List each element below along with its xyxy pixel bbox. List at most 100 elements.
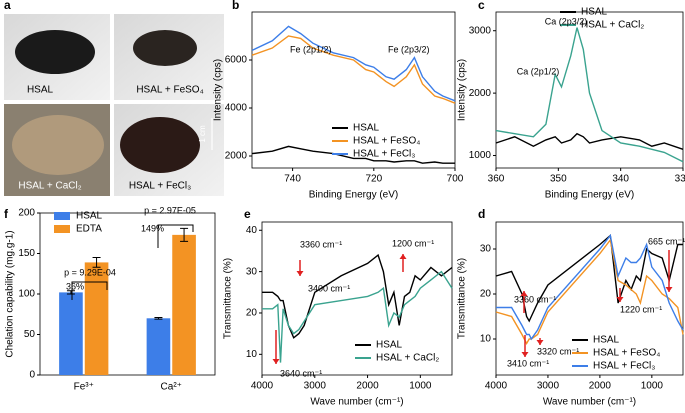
x-axis-label: Wave number (cm⁻¹) [543,397,636,408]
panel-label: c [478,0,485,12]
bar [172,234,196,375]
plot-frame [495,221,684,376]
panel-label: a [4,0,11,12]
sample [12,115,104,175]
x-axis-label: Wave number (cm⁻¹) [310,397,403,408]
annotation: 3360 cm⁻¹ [514,294,556,304]
bracket [71,224,194,300]
legend-label: HSAL [581,7,608,18]
x-tick-label: 330 [675,174,685,185]
y-tick-label: 1000 [469,150,492,161]
annotation: 3320 cm⁻¹ [537,346,579,356]
x-tick-label: 2000 [356,381,379,392]
y-tick-label: 30 [480,244,492,255]
x-tick-label: 4000 [251,381,274,392]
y-tick-label: 10 [480,334,492,345]
y-tick-label: 3000 [469,25,492,36]
y-axis-label: Chelation capability (mg.g-1) [5,230,16,357]
photo-caption: HSAL + FeCl₃ [129,181,191,192]
arrow-head [520,291,528,296]
y-axis-label: Transmittance (%) [223,258,234,339]
x-tick-label: 1000 [409,381,432,392]
photo-caption: HSAL + FeSO₄ [136,85,203,96]
y-tick-label: 50 [24,329,36,340]
y-tick-label: 6000 [225,55,248,66]
line [251,145,455,164]
plot-frame [495,11,684,169]
line [495,234,683,323]
x-tick-label: 3000 [304,381,327,392]
annotation: 36% [66,281,84,291]
plot-frame [251,11,456,169]
y-tick-label: 20 [246,308,258,319]
y-tick-label: 40 [246,225,258,236]
sample [15,30,95,74]
x-tick-label: 2000 [589,381,612,392]
y-tick-label: 2000 [225,151,248,162]
sample [120,117,200,173]
x-tick-label: 3000 [537,381,560,392]
annotation: 3360 cm⁻¹ [300,239,342,249]
annotation: 665 cm⁻¹ [648,236,685,246]
legend-swatch [54,212,70,220]
x-tick-label: Ca²⁺ [161,382,182,393]
x-tick-label: 1000 [641,381,664,392]
panel-label: b [232,0,239,12]
error-bar [180,227,189,242]
photo-panel: a HSAL HSAL + FeSO₄ HSAL + CaCl₂ HSAL + … [4,0,224,196]
line [495,27,684,163]
y-tick-label: 2000 [469,88,492,99]
arrow-head [616,297,624,302]
line [495,132,684,150]
x-tick-label: 360 [488,174,505,185]
legend-label: HSAL + FeSO₄ [593,348,660,359]
annotation: p = 2.97E-05 [144,205,196,215]
legend-label: HSAL + FeCl₃ [353,149,415,160]
annotation: Fe (2p3/2) [388,44,430,54]
legend-label: HSAL [76,211,103,222]
legend-label: EDTA [76,224,102,235]
bar [146,318,171,375]
legend-label: HSAL + CaCl₂ [376,353,439,364]
bar [59,292,83,375]
y-tick-label: 150 [18,248,35,259]
arrow-head [521,352,529,357]
bar [84,262,109,375]
x-axis-label: Binding Energy (eV) [545,190,635,201]
line [496,233,684,341]
x-tick-label: 350 [550,174,567,185]
annotation: 3410 cm⁻¹ [507,358,549,368]
photo-caption: HSAL + CaCl₂ [18,181,81,192]
annotation: p = 9.29E-04 [64,267,116,277]
x-tick-label: 700 [447,174,464,185]
y-tick-label: 4000 [225,103,248,114]
y-tick-label: 100 [18,289,35,300]
y-tick-label: 10 [246,349,258,360]
legend-label: HSAL + FeSO₄ [353,136,420,147]
y-tick-label: 20 [480,289,492,300]
legend-label: HSAL [353,123,380,134]
y-axis-label: Intensity (cps) [457,59,468,121]
arrow-head [272,359,280,364]
arrow-head [536,340,544,345]
photo-caption: HSAL [27,85,54,96]
legend-swatch [54,225,70,233]
x-tick-label: Fe³⁺ [74,382,94,393]
line [251,25,456,102]
sample [133,30,197,66]
y-axis-label: Transmittance (%) [457,258,468,339]
panel-label: f [4,207,9,221]
x-tick-label: 4000 [485,381,508,392]
panel-label: d [478,207,485,221]
annotation: Ca (2p1/2) [517,66,560,76]
error-bar [154,316,163,320]
annotation: 149% [141,223,164,233]
legend-label: HSAL + FeCl₃ [593,361,655,372]
annotation: Fe (2p1/2) [290,44,332,54]
panel-label: e [244,207,251,221]
y-tick-label: 200 [18,208,35,219]
y-axis-label: Intensity (cps) [213,59,224,121]
line [251,35,456,104]
x-tick-label: 740 [284,174,301,185]
